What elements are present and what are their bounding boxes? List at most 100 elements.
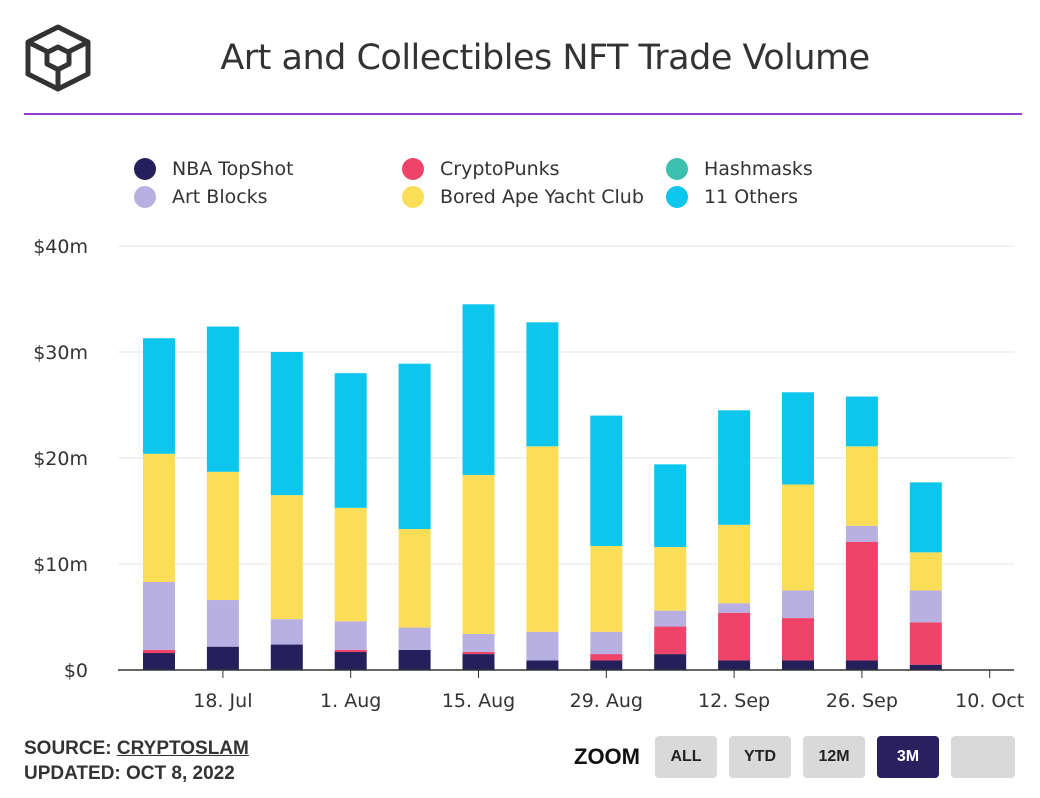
title-divider <box>24 113 1022 115</box>
bar-segment[interactable] <box>206 471 239 601</box>
bars <box>143 304 942 670</box>
bar-segment[interactable] <box>526 446 559 632</box>
source-prefix: SOURCE: <box>24 738 117 759</box>
bar-segment[interactable] <box>718 603 751 613</box>
bar-segment[interactable] <box>909 622 942 665</box>
legend-label: CryptoPunks <box>440 158 560 180</box>
legend-item-cryptopunks[interactable]: CryptoPunks <box>402 157 560 181</box>
bar-segment[interactable] <box>654 654 687 670</box>
bar-segment[interactable] <box>334 651 367 670</box>
bar-segment[interactable] <box>143 582 175 650</box>
bar-segment[interactable] <box>590 631 623 655</box>
chart-title: Art and Collectibles NFT Trade Volume <box>220 38 870 78</box>
y-tick-label: $0 <box>64 660 88 682</box>
bar-segment[interactable] <box>590 415 623 546</box>
x-tick-label: 10. Oct <box>955 690 1024 712</box>
bar-segment[interactable] <box>718 524 751 604</box>
bar-segment[interactable] <box>654 547 687 611</box>
zoom-ytd-button[interactable]: YTD <box>729 736 791 778</box>
bar-segment[interactable] <box>526 660 559 670</box>
bar-segment[interactable] <box>462 633 495 652</box>
bar-segment[interactable] <box>909 482 942 553</box>
bar-segment[interactable] <box>654 464 687 548</box>
bar-segment[interactable] <box>526 631 559 661</box>
bar-segment[interactable] <box>206 326 239 472</box>
legend-label: Hashmasks <box>704 158 813 180</box>
bar-segment[interactable] <box>654 610 687 627</box>
legend-item-11-others[interactable]: 11 Others <box>666 185 798 209</box>
bar-segment[interactable] <box>718 612 751 661</box>
zoom-12m-button[interactable]: 12M <box>803 736 865 778</box>
zoom-all-button[interactable]: ALL <box>655 736 717 778</box>
x-tick-label: 26. Sep <box>826 690 898 712</box>
zoom-custom-button[interactable] <box>951 736 1015 778</box>
bar-segment[interactable] <box>845 541 878 661</box>
bar-segment[interactable] <box>590 545 623 632</box>
bar-segment[interactable] <box>206 646 239 670</box>
bar-segment[interactable] <box>398 529 431 628</box>
legend-swatch <box>402 186 424 208</box>
bar-segment[interactable] <box>845 396 878 447</box>
legend-item-art-blocks[interactable]: Art Blocks <box>134 185 268 209</box>
legend-item-nba-topshot[interactable]: NBA TopShot <box>134 157 294 181</box>
bar-segment[interactable] <box>143 338 175 454</box>
zoom-3m-button[interactable]: 3M <box>877 736 939 778</box>
legend-swatch <box>134 186 156 208</box>
bar-segment[interactable] <box>270 644 303 670</box>
source-link[interactable]: CRYPTOSLAM <box>116 738 249 759</box>
x-tick-label: 29. Aug <box>570 690 643 712</box>
bar-segment[interactable] <box>206 600 239 647</box>
legend-item-hashmasks[interactable]: Hashmasks <box>666 157 813 181</box>
bar-segment[interactable] <box>909 590 942 623</box>
bar-segment[interactable] <box>334 621 367 650</box>
bar-segment[interactable] <box>782 392 814 485</box>
legend-swatch <box>134 158 156 180</box>
bar-segment[interactable] <box>270 352 303 496</box>
bar-segment[interactable] <box>270 495 303 620</box>
bar-segment[interactable] <box>909 664 942 670</box>
bar-segment[interactable] <box>845 446 878 526</box>
x-tick-label: 1. Aug <box>320 690 381 712</box>
bar-segment[interactable] <box>462 651 495 655</box>
bar-segment[interactable] <box>462 304 495 475</box>
x-tick-label: 12. Sep <box>698 690 770 712</box>
stacked-bar-chart: $0 $10m $20m $30m $40m 18. Jul 1. Aug 15. Aug 29… <box>33 236 1024 712</box>
grid-lines <box>118 245 1014 565</box>
bar-segment[interactable] <box>398 627 431 650</box>
bar-segment[interactable] <box>782 484 814 591</box>
legend-label: Art Blocks <box>172 186 268 208</box>
y-tick-label: $30m <box>33 342 88 364</box>
y-tick-label: $10m <box>33 554 88 576</box>
bar-segment[interactable] <box>143 653 175 670</box>
bar-segment[interactable] <box>526 322 559 447</box>
bar-segment[interactable] <box>334 373 367 508</box>
bar-segment[interactable] <box>909 552 942 591</box>
bar-segment[interactable] <box>462 654 495 670</box>
bar-segment[interactable] <box>718 660 751 670</box>
bar-segment[interactable] <box>845 660 878 670</box>
source-footer: SOURCE: CRYPTOSLAM UPDATED: OCT 8, 2022 <box>24 736 249 786</box>
bar-segment[interactable] <box>845 525 878 542</box>
legend-item-bored-ape-yacht-club[interactable]: Bored Ape Yacht Club <box>402 185 644 209</box>
bar-segment[interactable] <box>718 410 751 525</box>
legend-swatch <box>666 158 688 180</box>
bar-segment[interactable] <box>143 649 175 654</box>
bar-segment[interactable] <box>782 590 814 619</box>
bar-segment[interactable] <box>590 660 623 670</box>
bar-segment[interactable] <box>334 649 367 652</box>
y-tick-label: $20m <box>33 448 88 470</box>
bar-segment[interactable] <box>654 626 687 655</box>
bar-segment[interactable] <box>270 619 303 645</box>
bar-segment[interactable] <box>143 453 175 583</box>
bar-segment[interactable] <box>590 654 623 661</box>
bar-segment[interactable] <box>462 474 495 634</box>
x-tick-label: 15. Aug <box>442 690 515 712</box>
bar-segment[interactable] <box>398 649 431 670</box>
zoom-label: ZOOM <box>574 744 640 769</box>
legend-label: NBA TopShot <box>172 158 294 180</box>
bar-segment[interactable] <box>398 363 431 530</box>
legend-swatch <box>402 158 424 180</box>
bar-segment[interactable] <box>782 618 814 661</box>
bar-segment[interactable] <box>782 660 814 670</box>
bar-segment[interactable] <box>334 507 367 622</box>
